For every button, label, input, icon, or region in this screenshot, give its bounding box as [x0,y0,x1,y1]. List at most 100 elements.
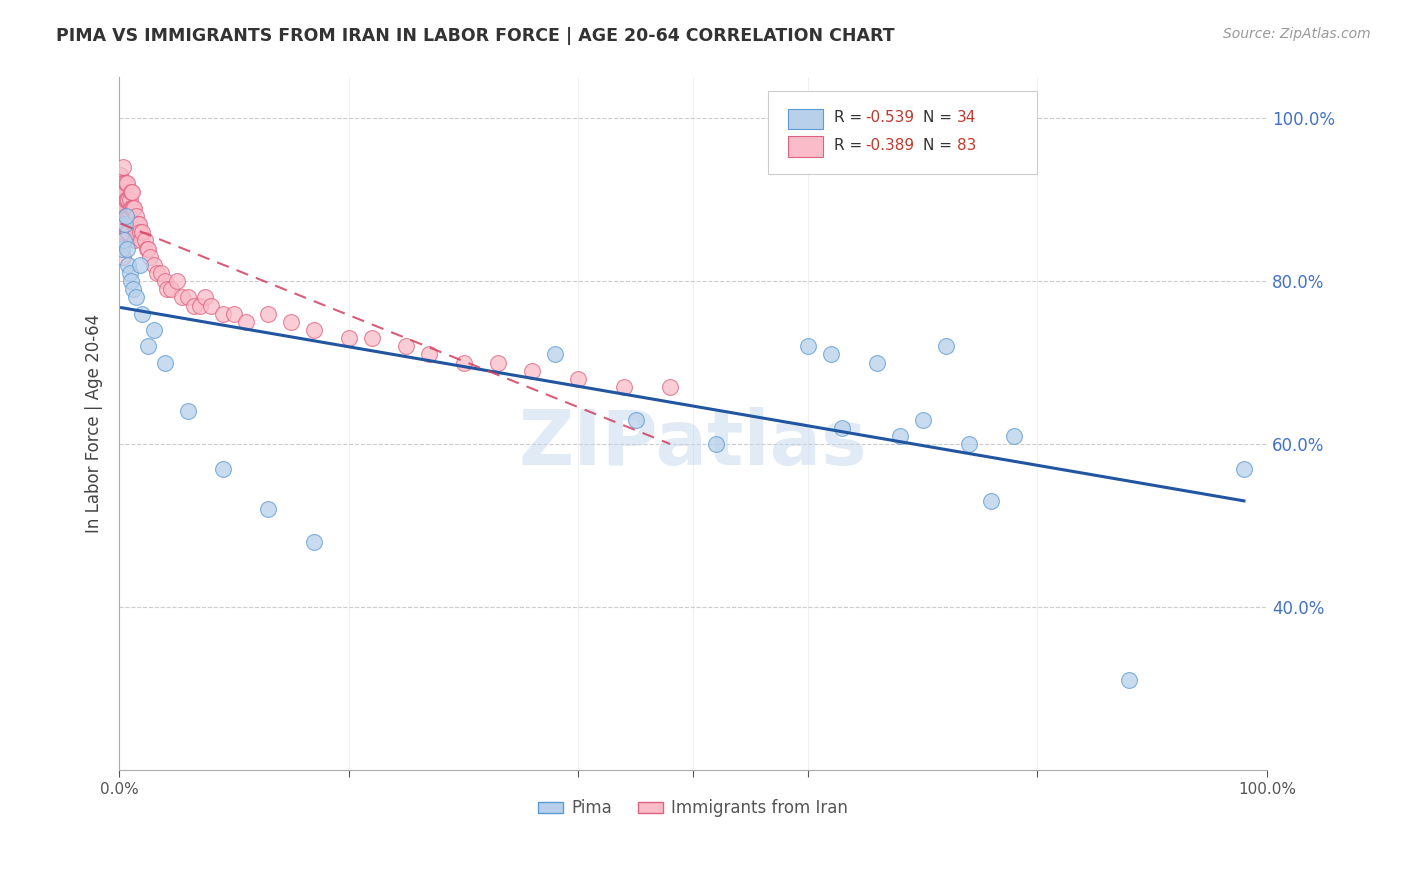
Point [980,494,1002,508]
Point [117,209,139,223]
Point [889,429,911,443]
Point [112,177,135,191]
Point [124,217,146,231]
Point [146,266,169,280]
Point [115,193,138,207]
Point [134,234,156,248]
Point [110,225,132,239]
Point [177,404,200,418]
Text: 83: 83 [957,137,976,153]
Point [125,225,148,239]
Point [131,225,153,239]
Point [115,209,138,223]
Point [211,307,233,321]
Point [110,185,132,199]
Point [124,234,146,248]
Point [142,258,165,272]
Point [395,339,418,353]
Point [127,217,149,231]
Point [129,225,152,239]
Point [110,193,132,207]
Point [172,290,194,304]
Text: N =: N = [922,110,956,125]
Point [115,177,138,191]
Bar [789,136,823,157]
Point [117,258,139,272]
Point [112,225,135,239]
Point [1233,461,1256,475]
Point [129,234,152,248]
Point [110,225,132,239]
Point [114,185,136,199]
Point [567,372,589,386]
Point [112,193,135,207]
Point [110,242,132,256]
Point [337,331,360,345]
Point [128,217,150,231]
Point [135,242,157,256]
Point [120,274,142,288]
Point [188,299,211,313]
Point [866,356,889,370]
Point [122,201,145,215]
Point [120,185,142,199]
Point [122,282,145,296]
Point [153,356,176,370]
Point [117,209,139,223]
Point [117,225,139,239]
Text: 34: 34 [957,110,976,125]
Point [177,290,200,304]
Point [831,421,853,435]
Point [122,217,145,231]
Y-axis label: In Labor Force | Age 20-64: In Labor Force | Age 20-64 [86,314,103,533]
Point [139,250,162,264]
Point [117,177,139,191]
Text: N =: N = [922,137,956,153]
Bar [789,109,823,129]
Point [257,307,280,321]
Point [110,209,132,223]
Point [194,290,217,304]
Point [166,274,188,288]
Point [304,323,326,337]
Point [112,234,135,248]
Text: -0.539: -0.539 [865,110,914,125]
Point [613,380,636,394]
Point [136,339,159,353]
Point [222,307,245,321]
Point [160,282,183,296]
Point [704,437,727,451]
Point [125,290,148,304]
Legend: Pima, Immigrants from Iran: Pima, Immigrants from Iran [531,793,855,824]
Point [659,380,682,394]
Point [1002,429,1025,443]
Point [111,234,134,248]
Point [418,347,440,361]
Point [111,160,134,174]
Point [114,217,136,231]
Point [183,299,205,313]
Point [110,209,132,223]
Text: -0.389: -0.389 [865,137,914,153]
Text: PIMA VS IMMIGRANTS FROM IRAN IN LABOR FORCE | AGE 20-64 CORRELATION CHART: PIMA VS IMMIGRANTS FROM IRAN IN LABOR FO… [56,27,894,45]
Point [1118,673,1140,688]
Point [453,356,475,370]
Point [156,282,179,296]
Point [111,250,134,264]
Point [797,339,820,353]
Point [118,209,141,223]
Point [110,177,132,191]
Point [122,201,145,215]
Point [544,347,567,361]
Point [118,266,141,280]
Point [486,356,509,370]
Point [117,193,139,207]
Point [112,209,135,223]
Point [111,217,134,231]
Point [121,185,143,199]
Point [235,315,257,329]
Point [142,323,165,337]
Point [110,168,132,182]
Point [153,274,176,288]
Point [911,412,934,426]
